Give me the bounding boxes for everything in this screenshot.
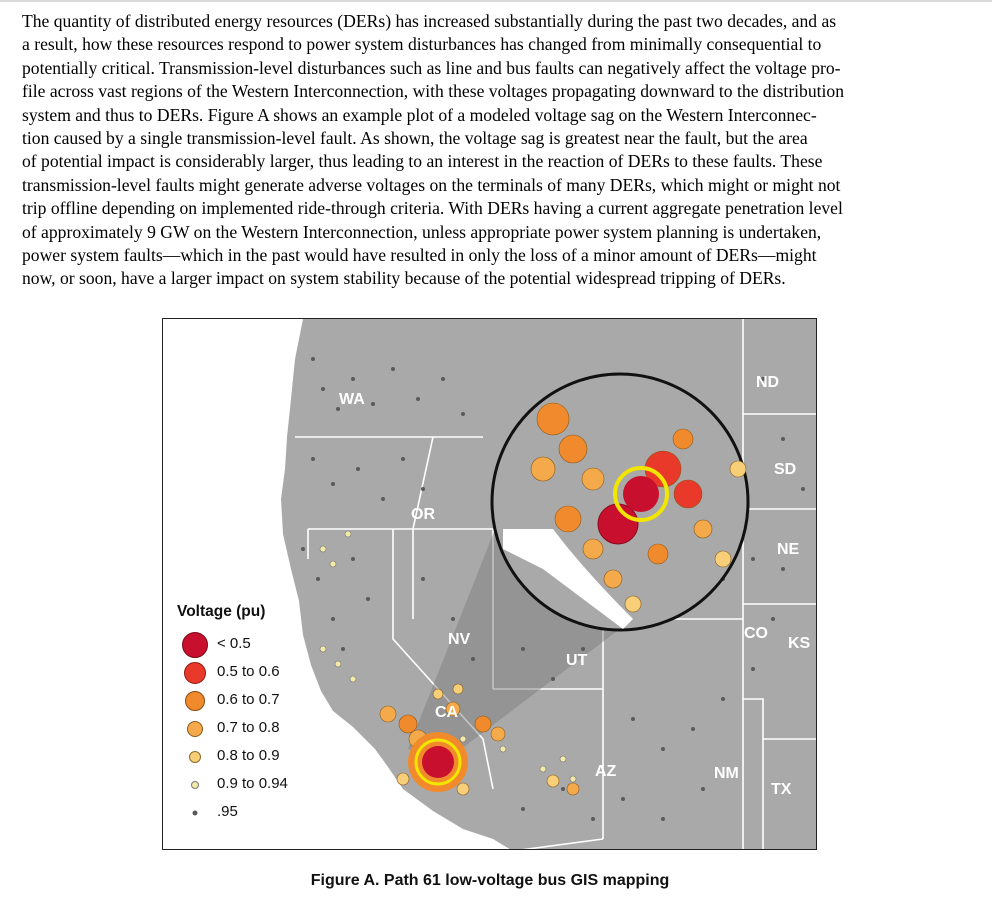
- legend-label: < 0.5: [217, 635, 251, 652]
- low-voltage-buses: [319, 530, 577, 783]
- legend-label: 0.9 to 0.94: [217, 775, 288, 792]
- paragraph-line: The quantity of distributed energy resou…: [22, 11, 837, 31]
- state-label-az: AZ: [595, 763, 617, 780]
- figure-map: WA OR NV CA UT AZ ND SD NE CO KS NM TX V…: [162, 318, 817, 850]
- legend-label: 0.7 to 0.8: [217, 719, 280, 736]
- legend-symbol-orange: [185, 691, 205, 711]
- state-label-ca: CA: [435, 704, 459, 721]
- figure-caption: Figure A. Path 61 low-voltage bus GIS ma…: [310, 872, 670, 889]
- state-label-sd: SD: [774, 461, 797, 478]
- legend-item: .95: [177, 799, 327, 827]
- paragraph-line: transmission-level faults might generate…: [22, 174, 841, 195]
- state-label-ks: KS: [788, 635, 811, 652]
- state-label-ut: UT: [566, 652, 588, 669]
- legend-item: 0.9 to 0.94: [177, 771, 327, 799]
- state-label-or: OR: [411, 506, 435, 523]
- paragraph-line: potentially critical. Transmission-level…: [22, 57, 841, 78]
- legend-item: 0.6 to 0.7: [177, 687, 327, 715]
- paragraph-line: of approximately 9 GW on the Western Int…: [22, 221, 822, 242]
- voltage-legend: Voltage (pu) < 0.5 0.5 to 0.6 0.6 to 0.7…: [177, 603, 327, 827]
- map-svg: [281, 319, 816, 849]
- paragraph-line: power system faults—which in the past wo…: [22, 245, 817, 266]
- fault-marker: [408, 732, 468, 792]
- legend-symbol-grey-dot: [192, 810, 198, 816]
- state-label-tx: TX: [771, 781, 792, 798]
- body-paragraph: The quantity of distributed energy resou…: [22, 10, 967, 291]
- legend-symbol-pale-yellow: [191, 781, 199, 789]
- paragraph-line: a result, how these resources respond to…: [22, 34, 822, 55]
- state-label-wa: WA: [339, 391, 365, 408]
- state-label-nv: NV: [448, 631, 471, 648]
- legend-symbol-light-orange: [187, 721, 203, 737]
- legend-item: 0.7 to 0.8: [177, 715, 327, 743]
- paragraph-line: file across vast regions of the Western …: [22, 81, 845, 102]
- paragraph-line: of potential impact is considerably larg…: [22, 151, 823, 172]
- legend-item: 0.8 to 0.9: [177, 743, 327, 771]
- legend-symbol-yellow: [189, 751, 201, 763]
- state-label-co: CO: [744, 625, 768, 642]
- legend-symbol-red-large: [182, 632, 208, 658]
- state-label-nd: ND: [756, 374, 780, 391]
- magnifier: [490, 372, 750, 632]
- paragraph-line: trip offline depending on implemented ri…: [22, 198, 843, 219]
- paragraph-line: system and thus to DERs. Figure A shows …: [22, 104, 817, 125]
- paragraph-line: now, or soon, have a larger impact on sy…: [22, 268, 786, 289]
- legend-label: 0.5 to 0.6: [217, 663, 280, 680]
- state-label-ne: NE: [777, 541, 800, 558]
- legend-item: 0.5 to 0.6: [177, 659, 327, 687]
- legend-title: Voltage (pu): [177, 603, 266, 620]
- state-label-nm: NM: [714, 765, 739, 782]
- legend-label: .95: [217, 803, 238, 820]
- legend-item: < 0.5: [177, 631, 327, 659]
- top-rule: [0, 0, 992, 2]
- paragraph-line: tion caused by a single transmission-lev…: [22, 128, 808, 149]
- legend-label: 0.8 to 0.9: [217, 747, 280, 764]
- legend-symbol-red-orange: [184, 662, 206, 684]
- legend-label: 0.6 to 0.7: [217, 691, 280, 708]
